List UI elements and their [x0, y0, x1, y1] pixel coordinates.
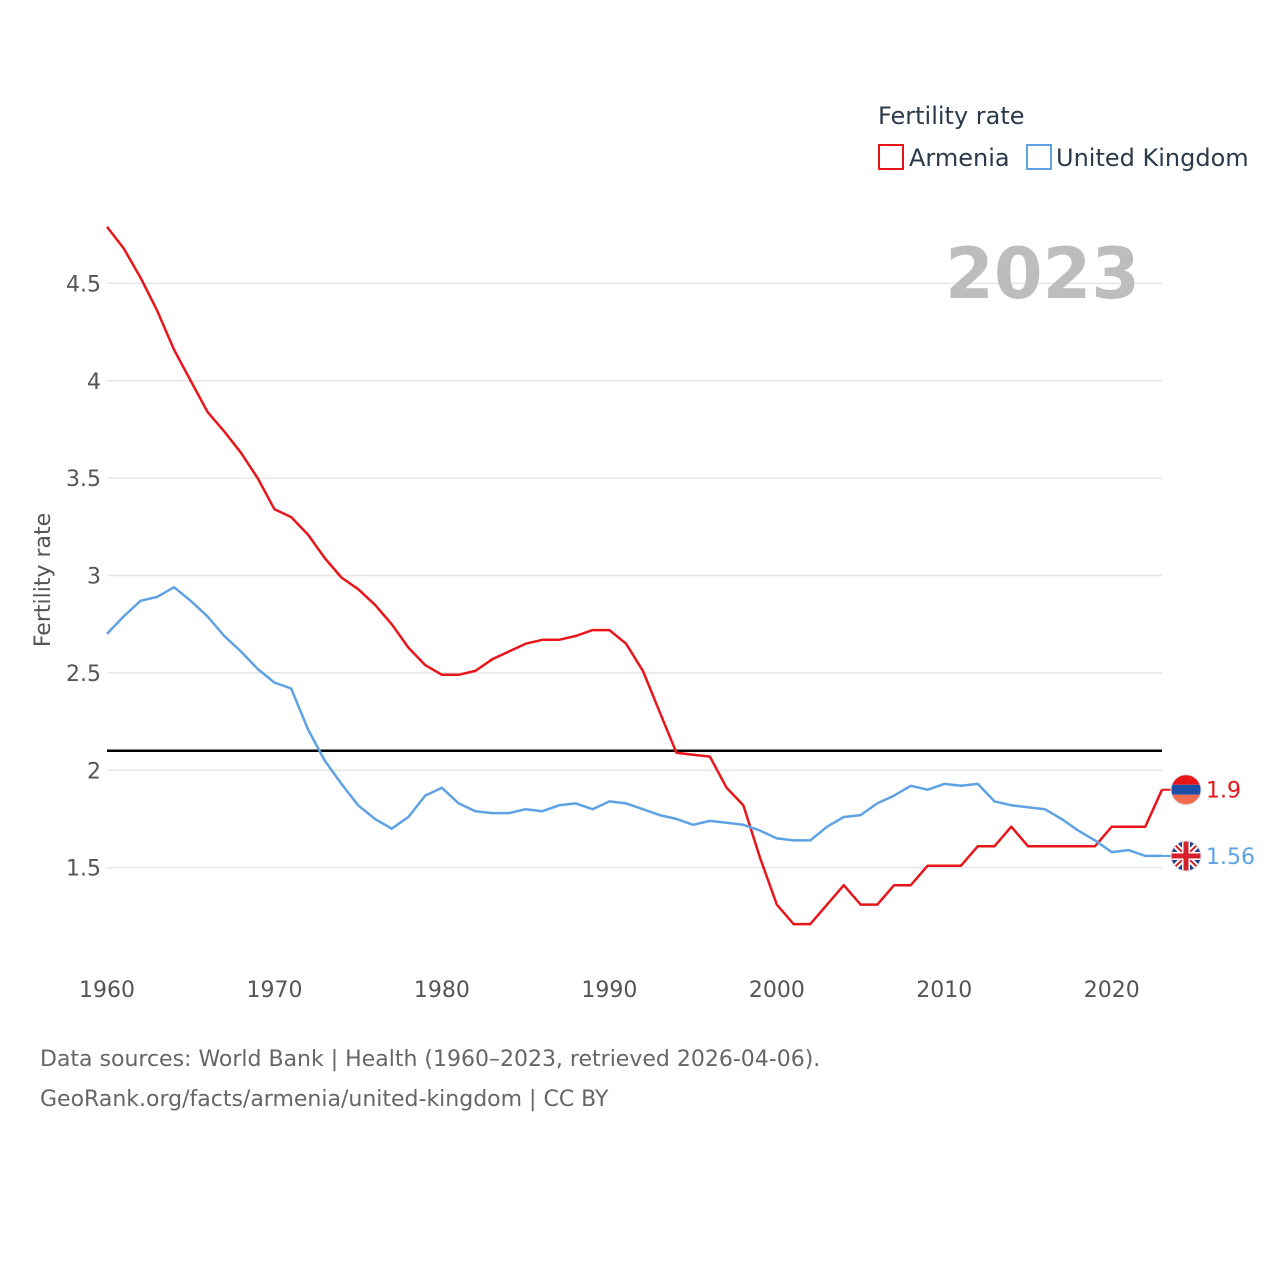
x-tick-label: 2000	[749, 978, 805, 1003]
x-tick-label: 1970	[246, 978, 302, 1003]
y-tick-label: 3	[87, 565, 101, 590]
end-value-label: 1.9	[1206, 779, 1241, 804]
y-tick-label: 1.5	[66, 857, 101, 882]
y-tick-label: 3.5	[66, 467, 101, 492]
y-axis-title: Fertility rate	[31, 513, 56, 647]
grid-lines	[107, 282, 1162, 869]
legend-label-armenia[interactable]: Armenia	[909, 144, 1010, 172]
legend-label-united-kingdom[interactable]: United Kingdom	[1056, 144, 1249, 172]
end-markers: 1.9 1.56	[1162, 774, 1255, 872]
legend-swatch-armenia[interactable]	[878, 144, 904, 170]
uk-flag-icon	[1170, 840, 1202, 872]
legend-swatch-united-kingdom[interactable]	[1026, 144, 1052, 170]
x-tick-label: 1980	[414, 978, 470, 1003]
y-tick-label: 4.5	[66, 272, 101, 297]
x-tick-label: 1990	[581, 978, 637, 1003]
year-label: 2023	[945, 233, 1140, 315]
y-tick-label: 2.5	[66, 662, 101, 687]
source-url[interactable]: GeoRank.org/facts/armenia/united-kingdom…	[40, 1087, 609, 1112]
armenia-flag-icon	[1170, 774, 1202, 806]
y-tick-label: 2	[87, 759, 101, 784]
x-tick-label: 2020	[1084, 978, 1140, 1003]
legend-title: Fertility rate	[878, 102, 1025, 130]
legend: Fertility rate Armenia United Kingdom	[878, 102, 1249, 172]
series-line-armenia[interactable]	[106, 226, 1164, 926]
source-line: Data sources: World Bank | Health (1960–…	[40, 1047, 821, 1072]
end-value-label: 1.56	[1206, 845, 1255, 870]
series-line-united-kingdom[interactable]	[106, 585, 1162, 858]
y-tick-label: 4	[87, 370, 101, 395]
x-tick-label: 2010	[916, 978, 972, 1003]
y-axis-ticks: 1.5 2 2.5 3 3.5 4 4.5	[66, 272, 101, 881]
x-axis-ticks: 1960 1970 1980 1990 2000 2010 2020	[79, 978, 1140, 1003]
series-lines	[106, 226, 1164, 926]
x-tick-label: 1960	[79, 978, 135, 1003]
